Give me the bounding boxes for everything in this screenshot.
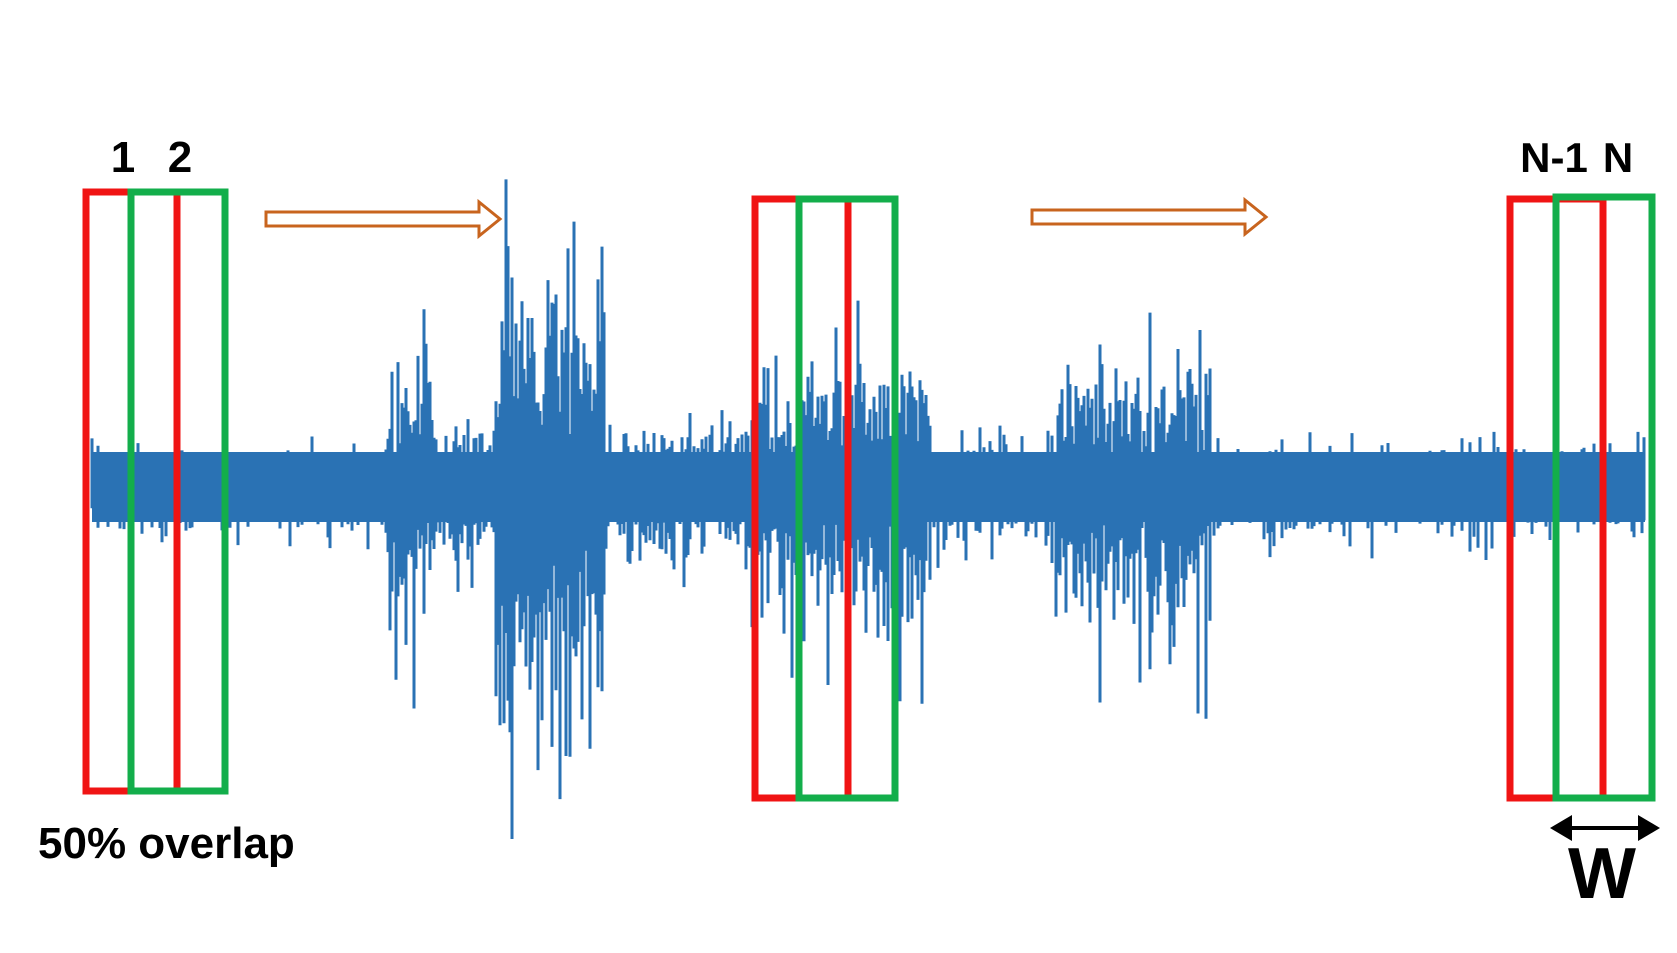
window-n-minus-1-label: N-1 [1520,134,1588,181]
signal-waveform [90,179,1646,839]
slide-direction-arrow [264,198,503,240]
window-width-label: W [1568,834,1636,914]
window-2-label: 2 [168,133,192,182]
window-width-arrow [1550,815,1660,841]
window-n-frame [1552,193,1656,802]
signal-baseline-band [92,452,1645,522]
window-1-label: 1 [111,133,135,182]
window-2-frame [127,188,229,795]
overlap-label: 50% overlap [38,819,295,868]
slide-direction-arrow [1030,196,1269,238]
window-middle-even-frame [795,195,899,802]
window-n-label: N [1603,134,1633,181]
